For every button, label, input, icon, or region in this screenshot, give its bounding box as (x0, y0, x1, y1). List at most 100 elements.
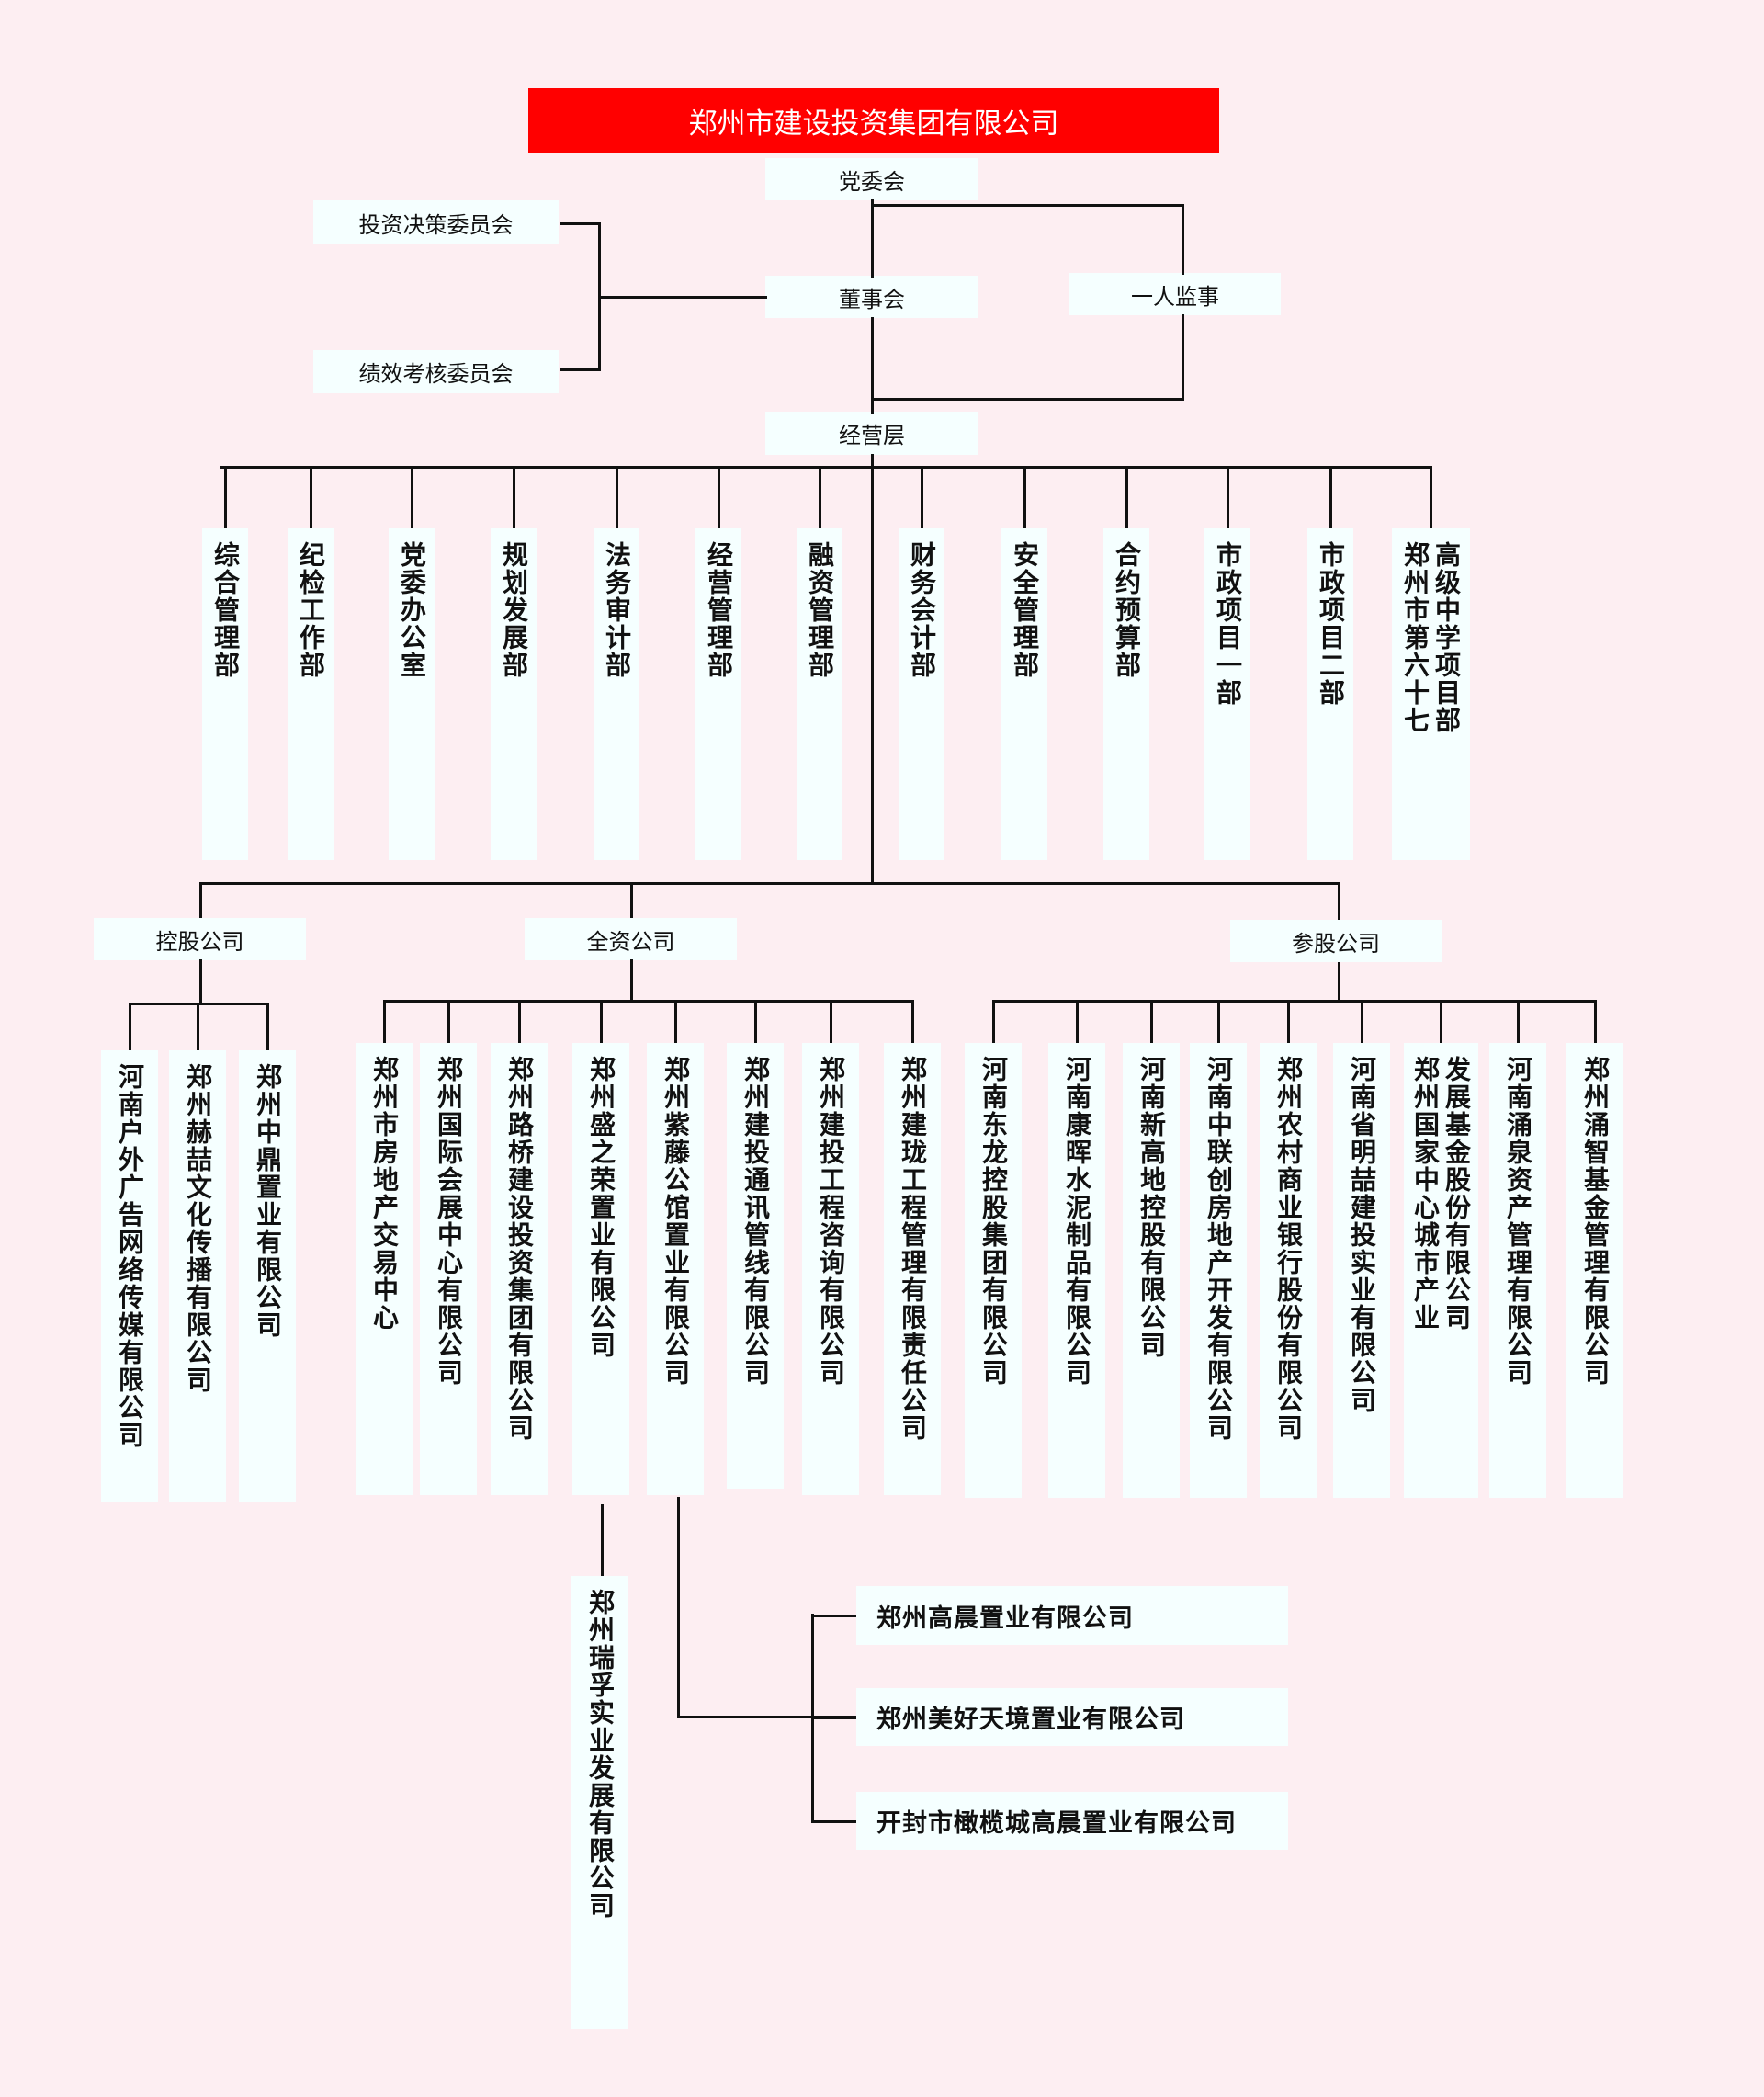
company-box-label: 郑州涌智基金管理有限公司 (1580, 1056, 1611, 1387)
connector-line (754, 1000, 757, 1045)
supervisor-label: 一人监事 (1131, 283, 1219, 310)
group-2: 参股公司 (1230, 920, 1442, 962)
department-box-label: 党委办公室 (397, 541, 427, 679)
department-box: 法务审计部 (594, 528, 639, 860)
company-box-label: 河南涌泉资产管理有限公司 (1503, 1056, 1533, 1387)
department-box: 融资管理部 (797, 528, 842, 860)
subsidiary-box-label: 开封市橄榄城高晨置业有限公司 (876, 1809, 1237, 1838)
company-box-label: 河南新高地控股有限公司 (1136, 1056, 1167, 1359)
company-box: 郑州路桥建设投资集团有限公司 (491, 1043, 548, 1495)
company-box-label: 郑州国际会展中心有限公司 (434, 1056, 464, 1387)
company-box-label: 河南中联创房地产开发有限公司 (1204, 1056, 1234, 1442)
connector-line (224, 466, 227, 530)
connector-line (411, 466, 413, 530)
company-box-label: 河南康晖水泥制品有限公司 (1062, 1056, 1092, 1387)
connector-line (513, 466, 515, 530)
connector-line (310, 466, 312, 530)
connector-line (871, 317, 874, 414)
supervisor: 一人监事 (1069, 273, 1281, 315)
connector-line (560, 222, 601, 225)
department-box-label: 市政项目一部 (1213, 541, 1243, 707)
company-box: 郑州赫喆文化传播有限公司 (169, 1050, 226, 1502)
subsidiary-box: 郑州瑞孚实业发展有限公司 (571, 1576, 628, 2029)
department-box-label: 财务会计部 (907, 541, 937, 679)
connector-line (1125, 466, 1128, 530)
connector-line (1227, 466, 1229, 530)
connector-line (616, 466, 618, 530)
connector-line (601, 1504, 604, 1578)
connector-line (598, 296, 767, 299)
company-box: 河南新高地控股有限公司 (1123, 1043, 1180, 1498)
connector-line (819, 466, 821, 530)
management-label: 经营层 (839, 423, 905, 448)
company-box-label: 郑州农村商业银行股份有限公司 (1273, 1056, 1304, 1442)
connector-line (871, 204, 1184, 207)
department-box-label: 郑州市第六十七高级中学项目部 (1400, 541, 1462, 734)
company-box-label: 郑州建珑工程管理有限责任公司 (898, 1056, 928, 1442)
company-box: 郑州市房地产交易中心 (356, 1043, 413, 1495)
group-0: 控股公司 (94, 918, 306, 960)
connector-line (992, 1000, 1597, 1003)
department-box-label: 法务审计部 (602, 541, 632, 679)
connector-line (718, 466, 720, 530)
company-box-label: 郑州建投通讯管线有限公司 (741, 1056, 771, 1387)
connector-line (677, 1497, 680, 1718)
board: 董事会 (765, 276, 978, 318)
connector-line (220, 466, 1432, 469)
connector-line (199, 882, 1340, 885)
company-box: 郑州中鼎置业有限公司 (239, 1050, 296, 1502)
committee-label: 投资决策委员会 (358, 211, 514, 238)
company-box: 郑州盛之荣置业有限公司 (572, 1043, 629, 1495)
department-box-label: 纪检工作部 (296, 541, 326, 679)
connector-line (871, 199, 874, 278)
connector-line (266, 1003, 269, 1052)
department-box: 市政项目一部 (1204, 528, 1250, 860)
group-1: 全资公司 (525, 918, 737, 960)
department-box: 郑州市第六十七高级中学项目部 (1391, 528, 1470, 860)
company-box: 河南省明喆建投实业有限公司 (1333, 1043, 1390, 1498)
connector-line (871, 454, 874, 885)
connector-line (129, 1003, 131, 1052)
connector-line (630, 959, 633, 1003)
connector-line (560, 368, 601, 371)
committee-label: 绩效考核委员会 (358, 361, 514, 387)
connector-line (1076, 1000, 1079, 1045)
connector-line (1287, 1000, 1290, 1045)
subsidiary-box-label: 郑州高晨置业有限公司 (876, 1604, 1134, 1633)
committee-performance: 绩效考核委员会 (313, 350, 559, 393)
connector-line (600, 1000, 603, 1045)
connector-line (811, 1615, 858, 1617)
department-box-label: 融资管理部 (805, 541, 835, 679)
company-box-label: 郑州市房地产交易中心 (369, 1056, 400, 1332)
connector-line (383, 1000, 386, 1045)
company-box-label: 郑州国家中心城市产业发展基金股份有限公司 (1410, 1056, 1472, 1332)
company-box-label: 郑州中鼎置业有限公司 (253, 1063, 283, 1339)
company-box: 郑州建投通讯管线有限公司 (727, 1043, 784, 1489)
connector-line (921, 466, 923, 530)
company-box: 郑州建珑工程管理有限责任公司 (884, 1043, 941, 1495)
connector-line (1150, 1000, 1153, 1045)
connector-line (1430, 466, 1432, 530)
group-0-label: 控股公司 (155, 928, 244, 955)
group-1-label: 全资公司 (586, 928, 675, 955)
company-box-label: 郑州紫藤公馆置业有限公司 (661, 1056, 691, 1387)
department-box: 综合管理部 (202, 528, 248, 860)
committee-investment: 投资决策委员会 (313, 200, 559, 244)
connector-line (383, 1000, 914, 1003)
company-box: 郑州建投工程咨询有限公司 (802, 1043, 859, 1495)
connector-line (677, 1716, 858, 1718)
subsidiary-box-label: 郑州美好天境置业有限公司 (876, 1706, 1185, 1734)
company-box-label: 河南省明喆建投实业有限公司 (1347, 1056, 1377, 1414)
root-company: 郑州市建设投资集团有限公司 (528, 88, 1219, 153)
company-box: 郑州紫藤公馆置业有限公司 (647, 1043, 704, 1495)
subsidiary-box: 开封市橄榄城高晨置业有限公司 (856, 1792, 1288, 1850)
connector-line (1361, 1000, 1363, 1045)
subsidiary-box: 郑州美好天境置业有限公司 (856, 1688, 1288, 1746)
department-box-label: 市政项目二部 (1316, 541, 1346, 707)
connector-line (197, 1003, 199, 1052)
connector-line (1338, 882, 1340, 922)
management: 经营层 (765, 412, 978, 455)
connector-line (992, 1000, 995, 1045)
connector-line (1594, 1000, 1597, 1045)
connector-line (1329, 466, 1332, 530)
